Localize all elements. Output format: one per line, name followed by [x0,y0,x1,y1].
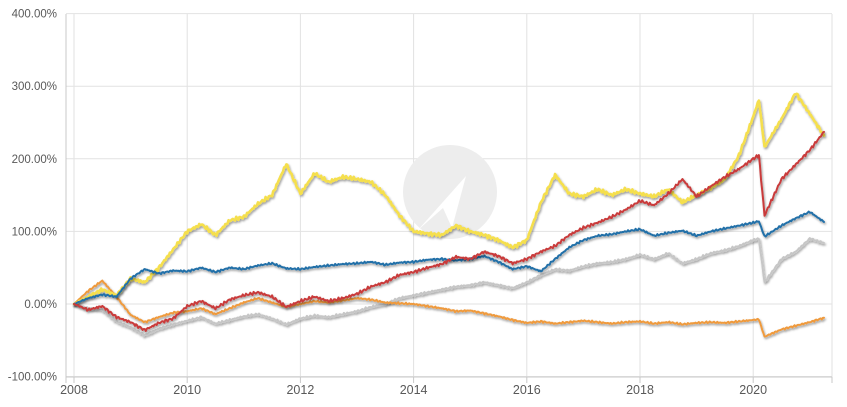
y-axis-tick-label: 0.00% [24,299,57,311]
x-axis-tick-label: 2016 [513,383,541,397]
series-line-red-series [73,130,825,332]
x-axis-tick-label: 2014 [400,383,428,397]
y-axis-tick-label: 200.00% [12,154,57,166]
x-axis-tick-label: 2012 [286,383,314,397]
y-axis-tick-label: -100.00% [8,372,57,384]
x-axis-tick-label: 2008 [60,383,88,397]
series-line-gray-series [73,237,825,337]
x-axis-tick-label: 2010 [173,383,201,397]
x-axis-tick-label: 2018 [626,383,654,397]
series-line-orange-series [73,279,825,338]
y-axis-tick-label: 400.00% [12,9,57,21]
y-axis-tick-label: 300.00% [12,81,57,93]
watermark-logo-icon [403,145,497,239]
watermark-arrow-icon [418,176,466,230]
y-axis-tick-label: 100.00% [12,226,57,238]
x-axis-tick-label: 2020 [739,383,767,397]
